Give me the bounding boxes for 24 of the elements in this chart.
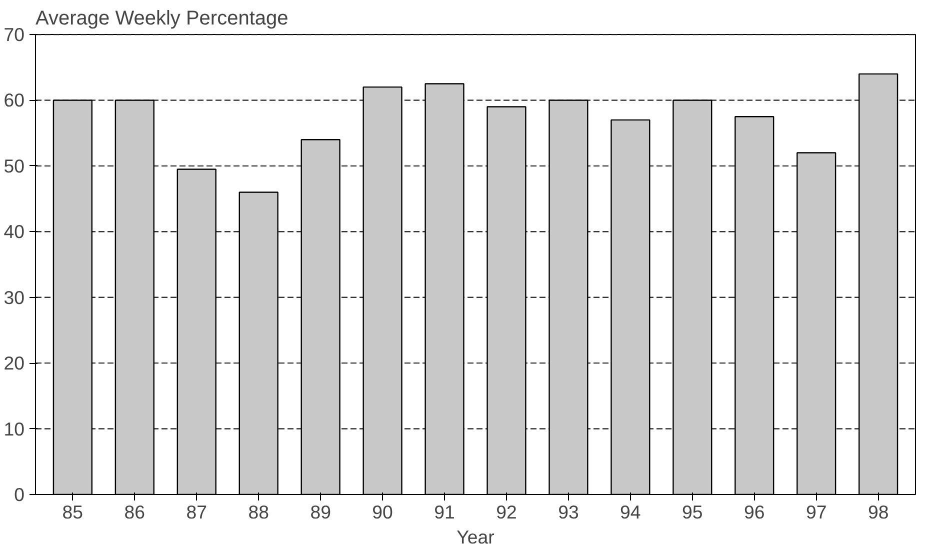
y-tick-label: 0: [14, 484, 25, 505]
x-tick-label: 89: [310, 502, 331, 522]
y-tick-label: 50: [4, 155, 25, 176]
x-tick-label: 94: [620, 502, 641, 522]
y-tick-label: 20: [4, 352, 25, 374]
y-tick-label: 70: [4, 24, 25, 45]
x-tick-label: 88: [248, 502, 269, 522]
x-axis-title: Year: [456, 526, 494, 548]
x-tick-label: 98: [868, 502, 889, 522]
x-tick-label: 96: [744, 502, 765, 522]
x-tick-label: 91: [434, 502, 455, 522]
y-tick-label: 10: [4, 418, 25, 440]
chart-title: Average Weekly Percentage: [36, 8, 288, 30]
x-tick-label: 95: [682, 502, 703, 522]
y-tick-label: 60: [4, 90, 25, 111]
y-tick-label: 30: [4, 286, 25, 308]
x-tick-label: 86: [124, 502, 146, 522]
x-tick-label: 92: [496, 502, 517, 522]
x-tick-label: 90: [372, 502, 393, 522]
x-tick-label: 87: [186, 502, 208, 522]
x-tick-label: 93: [558, 502, 579, 522]
x-tick-label: 85: [62, 502, 84, 522]
y-tick-label: 40: [4, 221, 25, 242]
x-tick-label: 97: [806, 502, 827, 522]
